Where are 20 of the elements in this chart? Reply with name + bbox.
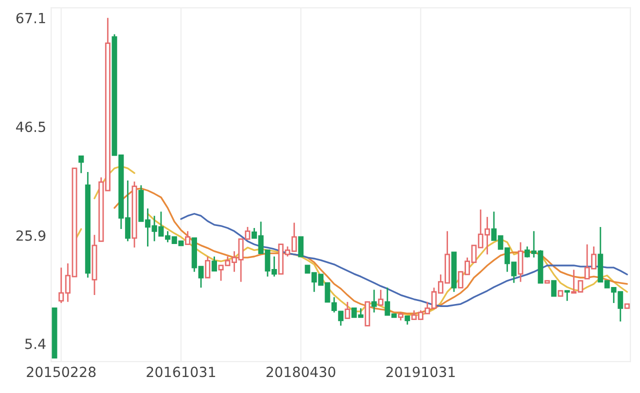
candlestick	[78, 156, 84, 174]
y-tick-label: 46.5	[16, 122, 46, 132]
candlestick	[518, 242, 524, 283]
candlestick	[298, 236, 304, 258]
x-tick-label: 20150228	[26, 366, 96, 378]
x-tick-label: 20180430	[266, 366, 336, 378]
candlestick	[204, 256, 210, 278]
x-tick-label: 20191031	[386, 366, 455, 378]
candlestick	[378, 289, 384, 306]
y-tick-label: 5.4	[25, 338, 46, 350]
candlestick	[364, 301, 370, 326]
candlestick	[371, 289, 377, 314]
y-tick-label: 67.1	[16, 12, 46, 24]
candlestick	[212, 256, 217, 272]
candlestick	[564, 290, 570, 302]
x-tick-label: 20161031	[146, 366, 216, 378]
candlestick	[551, 280, 557, 297]
candlestick	[184, 230, 190, 246]
candlestick	[344, 301, 350, 319]
y-tick-label: 25.9	[16, 230, 46, 241]
